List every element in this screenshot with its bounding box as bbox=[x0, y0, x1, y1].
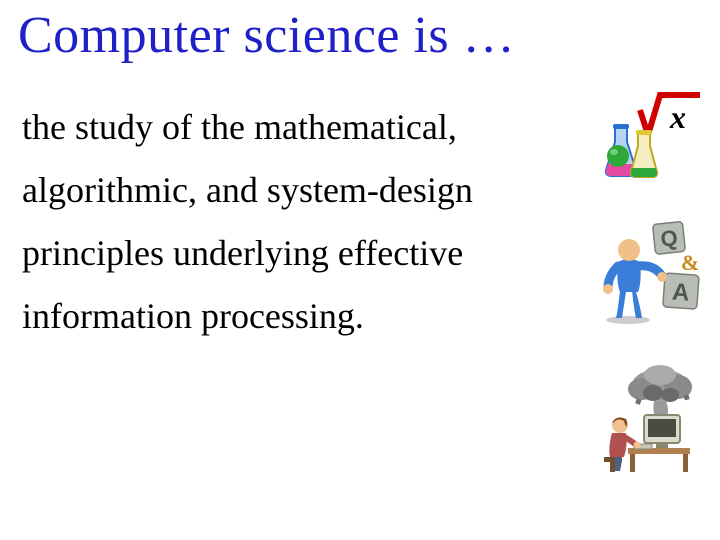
computer-crash-icon bbox=[598, 365, 708, 475]
q-letter: Q bbox=[659, 225, 679, 252]
svg-text:x: x bbox=[669, 99, 686, 135]
body-line: algorithmic, and system-design bbox=[22, 159, 582, 222]
icon-column: x Q & A bbox=[595, 90, 710, 475]
body-line: principles underlying effective bbox=[22, 222, 582, 285]
a-letter: A bbox=[671, 278, 690, 306]
slide: Computer science is … the study of the m… bbox=[0, 0, 720, 540]
amp-letter: & bbox=[680, 250, 698, 275]
math-science-icon: x bbox=[600, 90, 705, 180]
slide-title: Computer science is … bbox=[18, 6, 515, 65]
body-line: information processing. bbox=[22, 285, 582, 348]
body-line: the study of the mathematical, bbox=[22, 96, 582, 159]
slide-body: the study of the mathematical, algorithm… bbox=[22, 96, 582, 348]
q-and-a-icon: Q & A bbox=[598, 220, 708, 325]
